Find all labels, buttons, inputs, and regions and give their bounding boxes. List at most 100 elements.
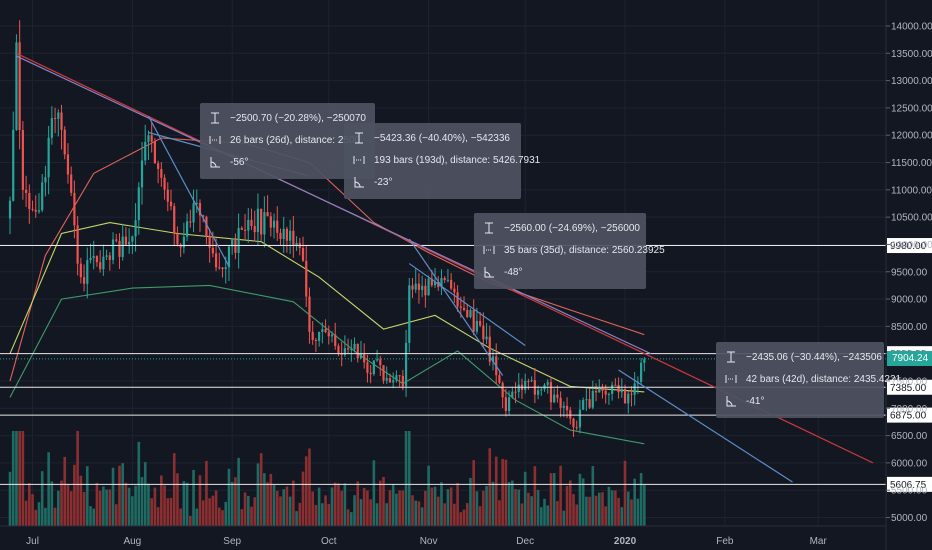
price-tick-label: 11500.00 xyxy=(891,158,932,169)
candle-body xyxy=(269,216,272,228)
volume-bar xyxy=(24,500,28,526)
candlesticks xyxy=(8,20,646,438)
candle-body xyxy=(578,409,582,428)
candle-body xyxy=(337,345,340,353)
price-change-text: −2435.06 (−30.44%), −243506 xyxy=(746,351,882,363)
time-tick-label: 2020 xyxy=(614,536,637,547)
price-tick-label: 10500.00 xyxy=(891,213,932,224)
measurement-tooltip-2[interactable]: −5423.36 (−40.40%), −542336 193 bars (19… xyxy=(344,123,540,199)
candle-body xyxy=(214,253,218,268)
candle-body xyxy=(424,285,427,296)
volume-bar xyxy=(456,482,459,526)
candle-body xyxy=(205,216,208,236)
volume-bar xyxy=(44,507,47,526)
trend-line xyxy=(408,263,526,346)
candle-body xyxy=(479,320,482,326)
volume-bar xyxy=(279,496,282,526)
volume-bar xyxy=(98,490,102,526)
volume-bar xyxy=(224,501,228,526)
volume-bar xyxy=(192,469,195,526)
volume-bar xyxy=(156,507,160,526)
volume-bar xyxy=(546,505,550,526)
candle-body xyxy=(620,388,623,393)
price-tick-label: 6500.00 xyxy=(891,431,928,442)
price-tick-label: 7000.00 xyxy=(891,404,928,415)
volume-bar xyxy=(507,482,511,526)
price-tick-label: 7500.00 xyxy=(891,376,928,387)
candle-body xyxy=(356,343,359,359)
candle-body xyxy=(594,390,598,393)
price-axis[interactable]: 14000.00 13500.00 13000.00 12500.00 12000.00… xyxy=(885,0,932,550)
candle-body xyxy=(198,202,202,216)
time-tick-label: Dec xyxy=(516,536,534,547)
volume-bar xyxy=(398,490,401,526)
volume-bar xyxy=(179,508,182,526)
candle-body xyxy=(272,220,276,228)
volume-bar xyxy=(543,498,546,526)
candle-body xyxy=(366,362,369,373)
volume-bar xyxy=(417,501,421,526)
candle-body xyxy=(630,393,633,395)
price-tick-label: 13500.00 xyxy=(891,49,932,60)
candle-body xyxy=(121,236,124,257)
angle-icon xyxy=(208,155,222,169)
time-axis[interactable]: Jul Aug Sep Oct Nov Dec 2020 Feb Mar xyxy=(0,525,886,547)
volume-bar xyxy=(198,475,202,526)
candle-body xyxy=(643,359,646,363)
price-change-text: −2500.70 (−20.28%), −250070 xyxy=(230,112,366,124)
volume-bar xyxy=(317,487,321,526)
price-range-icon xyxy=(208,111,222,125)
candle-body xyxy=(411,285,414,290)
price-tick-label: 9000.00 xyxy=(891,295,928,306)
measurement-tooltip-4[interactable]: −2435.06 (−30.44%), −243506 42 bars (42d… xyxy=(716,342,901,418)
volume-bar xyxy=(266,482,269,526)
candle-body xyxy=(202,215,205,217)
candle-body xyxy=(347,348,350,350)
volume-bar xyxy=(379,480,382,526)
volume-bar xyxy=(298,502,302,526)
trend-line xyxy=(147,115,230,267)
price-tick-label: 9500.00 xyxy=(891,267,928,278)
candle-body xyxy=(176,233,179,245)
volume-bar xyxy=(556,501,559,526)
candle-body xyxy=(18,42,21,130)
volume-bar xyxy=(301,471,305,526)
angle-row: -41° xyxy=(724,390,876,412)
volume-bar xyxy=(124,482,128,526)
volume-bar xyxy=(533,466,537,526)
volume-bar xyxy=(617,497,620,526)
candle-body xyxy=(456,292,459,307)
volume-bar xyxy=(633,478,636,526)
candle-body xyxy=(446,279,450,281)
volume-bar xyxy=(11,431,15,526)
volume-bar xyxy=(353,495,356,526)
volume-bar xyxy=(292,480,295,526)
measurement-tooltip-3[interactable]: −2560.00 (−24.69%), −256000 35 bars (35d… xyxy=(474,213,665,289)
candle-body xyxy=(12,129,15,201)
volume-bar xyxy=(362,487,366,526)
candle-body xyxy=(421,285,424,290)
candle-body xyxy=(263,212,266,235)
volume-bar xyxy=(195,508,199,526)
volume-bar xyxy=(208,498,211,526)
candle-body xyxy=(128,241,131,245)
volume-bar xyxy=(549,473,553,526)
volume-bar xyxy=(143,462,147,526)
level-label: 5606.75 xyxy=(890,480,927,491)
volume-bar xyxy=(63,456,67,526)
candle-body xyxy=(111,239,115,260)
trend-line xyxy=(408,238,504,376)
volume-bar xyxy=(160,475,163,526)
candle-body xyxy=(327,332,330,337)
volume-bar xyxy=(340,490,343,526)
candle-body xyxy=(398,375,401,377)
candle-body xyxy=(295,242,298,246)
volume-bar xyxy=(581,478,585,526)
candle-body xyxy=(37,210,41,212)
time-tick-label: Aug xyxy=(123,536,141,547)
candle-body xyxy=(324,329,327,333)
candle-body xyxy=(417,283,421,290)
volume-bar xyxy=(385,503,389,526)
trend-line xyxy=(16,55,652,355)
